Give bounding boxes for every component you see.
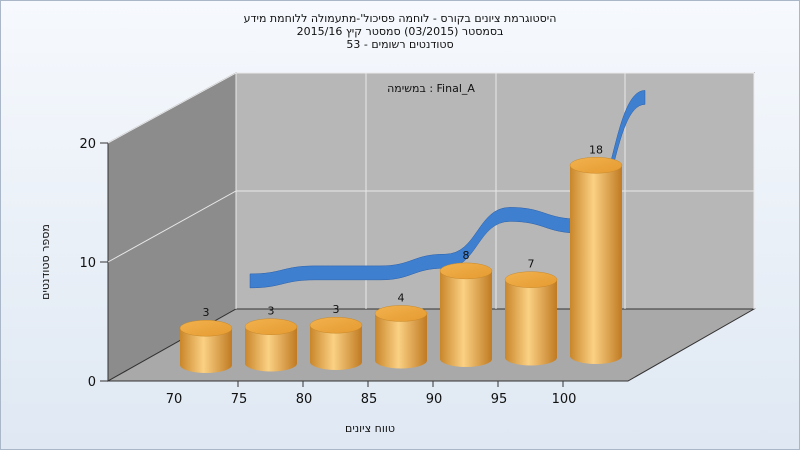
data-label: 3	[268, 305, 275, 318]
data-label: 3	[203, 306, 210, 319]
x-tick-label: 80	[296, 392, 313, 407]
bar-top	[504, 271, 558, 288]
x-tick-label: 70	[166, 392, 183, 407]
x-tick-label: 85	[361, 392, 378, 407]
y-tick-label: 10	[79, 256, 96, 271]
y-axis-label: מספר סטודנטים	[39, 224, 52, 300]
bar-body	[310, 325, 362, 370]
x-tick-label: 90	[426, 392, 443, 407]
data-label: 4	[398, 291, 405, 304]
bar-top	[569, 157, 623, 174]
bar-top	[244, 318, 298, 335]
bar: 3	[244, 305, 298, 372]
trend-curve	[249, 90, 646, 289]
chart-title-line-2: בסמסטר (03/2015) סמסטר קיץ 2015/16	[296, 25, 504, 38]
bar-body	[570, 165, 622, 364]
bar-top	[439, 262, 493, 280]
x-tick-label: 95	[491, 392, 508, 407]
chart-title-line-3: סטודנטים רשומים - 53	[346, 38, 454, 51]
x-tick-label: 75	[231, 392, 248, 407]
bar: 3	[309, 303, 363, 370]
bar: 8	[439, 249, 493, 367]
bar-top	[309, 316, 363, 334]
bar-top	[374, 305, 428, 322]
y-tick-label: 20	[79, 137, 96, 152]
data-label: 7	[528, 258, 535, 271]
bar-top	[179, 319, 233, 337]
bar-body	[180, 328, 232, 373]
data-label: 3	[333, 303, 340, 316]
bar-body	[505, 279, 557, 366]
data-label: 8	[463, 249, 470, 262]
legend-entry: Final_A : במשימה	[387, 82, 475, 95]
bar: 18	[569, 143, 623, 364]
bar: 7	[504, 258, 558, 366]
x-tick-label: 100	[552, 392, 577, 407]
x-axis-label: טווח ציונים	[345, 422, 395, 435]
y-tick-label: 0	[88, 375, 96, 390]
bar-body	[375, 313, 427, 369]
bar-body	[440, 270, 492, 367]
bar: 3	[179, 306, 233, 373]
data-label: 18	[589, 143, 603, 156]
chart-title-line-1: היסטוגרמת ציונים בקורס - לוחמה פסיכול'-מ…	[243, 12, 557, 25]
bar: 4	[374, 291, 428, 369]
bar-body	[245, 326, 297, 372]
